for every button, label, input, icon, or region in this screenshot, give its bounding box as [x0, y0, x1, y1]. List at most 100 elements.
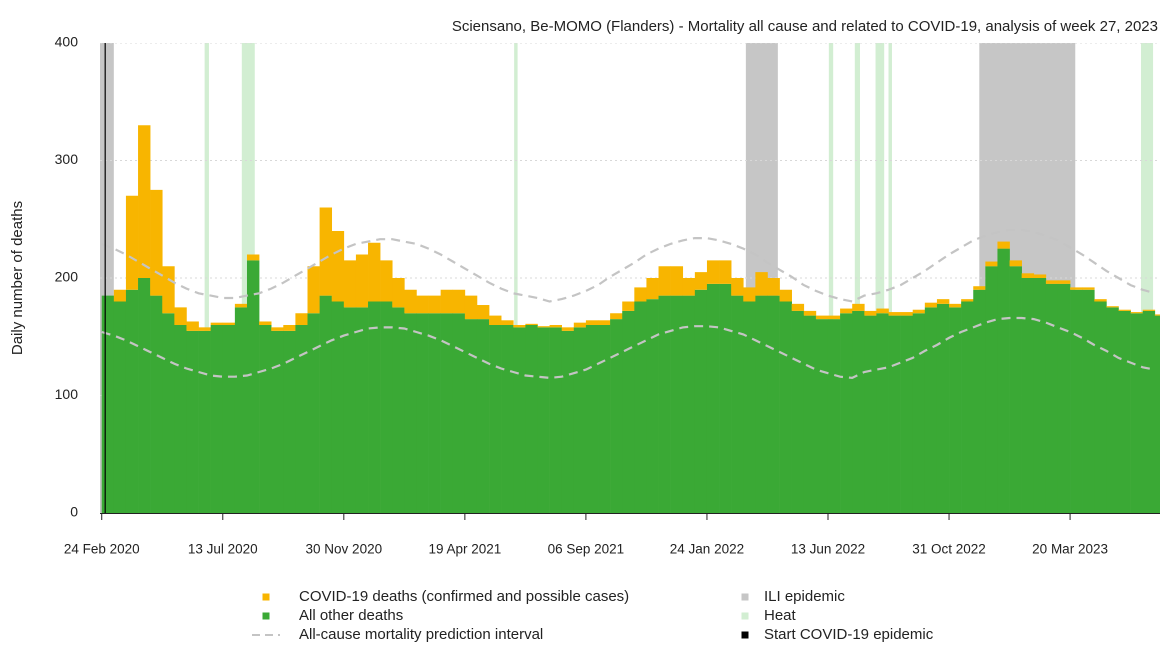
bar-segment: [525, 325, 538, 513]
bar-segment: [380, 260, 393, 302]
bar-segment: [731, 278, 744, 296]
bar-segment: [1021, 273, 1035, 278]
legend-label: All-cause mortality prediction interval: [299, 626, 543, 643]
bar-segment: [234, 307, 248, 513]
bar-segment: [513, 327, 526, 513]
legend-swatch: [262, 593, 270, 601]
bar-segment: [561, 327, 575, 331]
bar-segment: [198, 330, 211, 513]
bar-segment: [271, 330, 284, 513]
bar-segment: [912, 309, 926, 314]
shaded-period: [854, 43, 860, 513]
x-tick-label: 24 Jan 2022: [670, 542, 744, 557]
legend-label: All other deaths: [299, 607, 403, 624]
prediction-line: [101, 228, 1156, 303]
bar-segment: [598, 320, 611, 325]
bar-segment: [840, 313, 853, 513]
bar-segment: [1033, 278, 1047, 513]
y-tick-label: 300: [55, 151, 79, 167]
legend-label: Heat: [764, 607, 797, 624]
bar-segment: [646, 278, 659, 300]
x-tick-label: 06 Sep 2021: [548, 542, 625, 557]
bar-segment: [658, 266, 671, 296]
bar-segment: [1082, 287, 1095, 290]
bar-segment: [658, 295, 671, 513]
bar-segment: [113, 301, 127, 513]
bar-segment: [295, 313, 308, 325]
bar-segment: [1118, 310, 1131, 513]
bar-segment: [295, 325, 308, 513]
legend-swatch: [741, 631, 749, 639]
chart-title: Sciensano, Be-MOMO (Flanders) - Mortalit…: [452, 18, 1158, 35]
y-axis-label: Daily number of deaths: [9, 201, 26, 355]
bar-segment: [719, 283, 732, 513]
y-tick-label: 100: [55, 386, 79, 402]
legend: COVID-19 deaths (confirmed and possible …: [252, 588, 934, 643]
y-tick-label: 0: [70, 504, 78, 520]
bar-segment: [1106, 306, 1119, 308]
bar-segment: [815, 315, 829, 320]
bar-segment: [186, 321, 199, 331]
bar-segment: [1106, 307, 1119, 513]
bar-segment: [791, 303, 805, 311]
bar-segment: [489, 325, 502, 513]
bar-segment: [598, 325, 611, 513]
bar-segment: [682, 278, 696, 296]
bar-segment: [1009, 260, 1022, 267]
bar-segment: [767, 278, 780, 296]
bar-segment: [949, 303, 962, 308]
x-tick-label: 13 Jul 2020: [188, 542, 258, 557]
bar-segment: [622, 301, 635, 311]
bar-segment: [622, 310, 635, 513]
bar-segment: [900, 312, 914, 316]
bar-segment: [1094, 299, 1107, 302]
bar-segment: [610, 319, 623, 513]
bar-segment: [706, 260, 720, 284]
bar-segment: [113, 289, 127, 302]
bar-segment: [719, 260, 732, 284]
bar-segment: [985, 261, 998, 267]
bar-segment: [815, 319, 829, 513]
bar-segment: [101, 295, 115, 513]
bar-segment: [755, 295, 768, 513]
bar-segment: [924, 307, 938, 513]
bar-segment: [997, 248, 1010, 513]
bar-segment: [222, 325, 236, 513]
bar-segment: [585, 320, 599, 325]
bar-segment: [827, 315, 841, 320]
legend-swatch: [741, 593, 749, 601]
bar-segment: [634, 301, 647, 513]
bar-segment: [949, 307, 962, 513]
x-tick-label: 30 Nov 2020: [306, 542, 383, 557]
bar-segment: [525, 323, 538, 325]
bar-segment: [864, 310, 877, 316]
bar-segment: [1070, 289, 1083, 513]
bar-segment: [125, 195, 139, 290]
bar-segment: [827, 319, 841, 513]
bar-segment: [392, 307, 405, 513]
bar-segment: [198, 327, 211, 331]
bar-segment: [924, 302, 938, 308]
bar-segment: [1045, 280, 1059, 284]
bar-segment: [246, 260, 260, 513]
bar-segment: [1021, 278, 1035, 513]
x-tick-label: 20 Mar 2023: [1032, 542, 1108, 557]
bar-segment: [368, 242, 381, 302]
bar-segment: [283, 330, 296, 513]
bar-segment: [331, 231, 345, 302]
bar-segment: [1154, 315, 1160, 513]
plot-area: [100, 43, 1160, 513]
bar-segment: [549, 327, 562, 513]
bar-segment: [1070, 287, 1083, 290]
x-tick-label: 31 Oct 2022: [912, 542, 986, 557]
bar-segment: [634, 287, 647, 302]
bar-segment: [319, 295, 333, 513]
bar-segment: [1057, 280, 1071, 284]
bar-segment: [1045, 283, 1059, 513]
bar-segment: [1033, 274, 1047, 278]
bar-segment: [440, 289, 454, 314]
bar-segment: [876, 308, 889, 314]
bar-segment: [355, 307, 369, 513]
bar-segment: [222, 322, 236, 325]
bar-segment: [779, 289, 792, 302]
